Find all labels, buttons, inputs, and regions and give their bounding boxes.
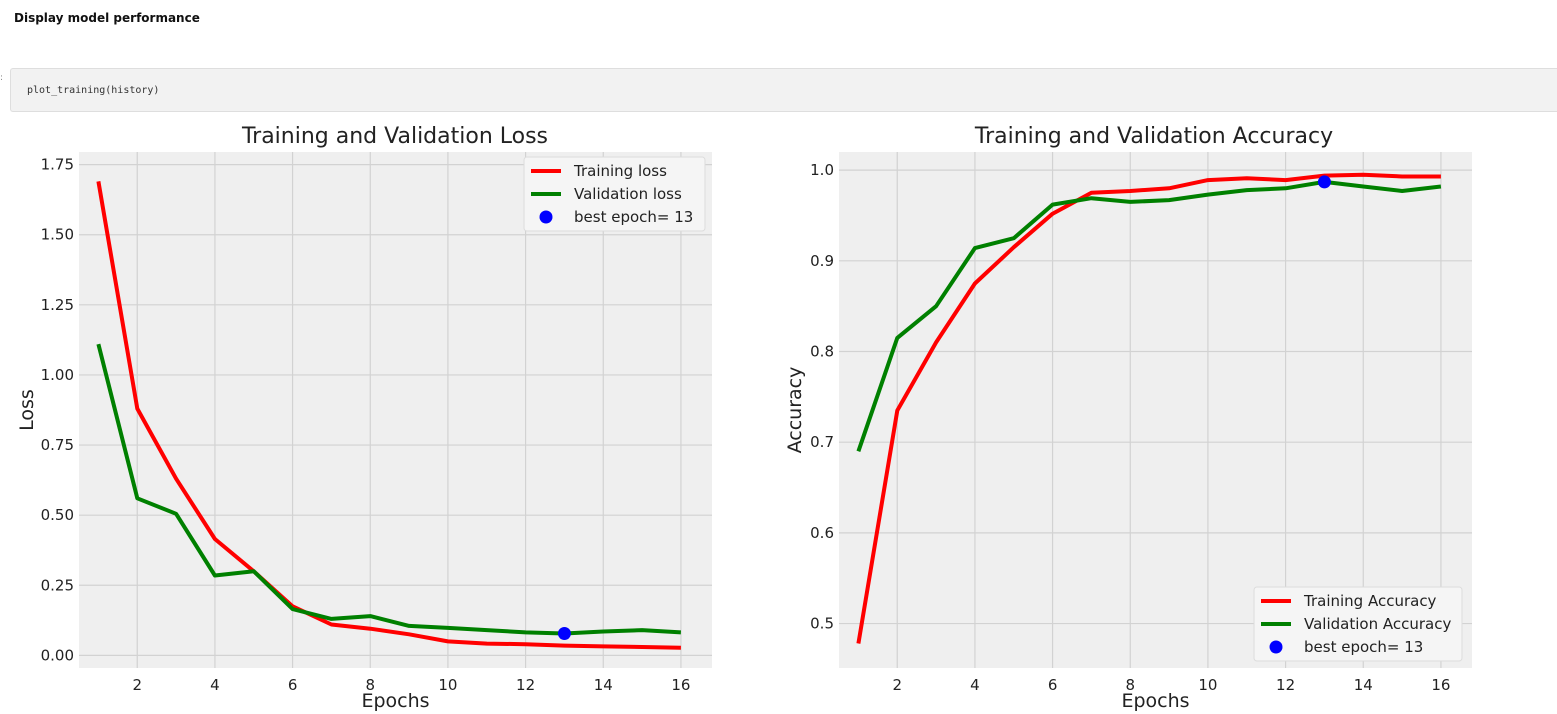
best-epoch-point [557, 627, 571, 641]
series-line-validation [856, 179, 1442, 452]
y-tick-label: 1.00 [41, 366, 74, 384]
y-tick-label: 0.8 [810, 343, 834, 361]
x-tick-label: 14 [594, 676, 613, 694]
y-tick-label: 0.7 [810, 433, 834, 451]
best-epoch-point [1317, 175, 1331, 189]
legend-marker [539, 210, 553, 224]
code-text: plot_training(history) [27, 85, 160, 96]
legend-label: Validation Accuracy [1304, 615, 1451, 633]
y-tick-label: 1.0 [810, 161, 834, 179]
x-tick-label: 12 [1276, 676, 1295, 694]
x-tick-label: 6 [1048, 676, 1058, 694]
legend: Training Accuracy Validation Accuracy best… [1253, 586, 1463, 662]
series-line-training [96, 181, 681, 650]
x-tick-label: 10 [438, 676, 457, 694]
legend-box [1253, 586, 1463, 662]
y-tick-label: 0.9 [810, 252, 834, 270]
legend: Training loss Validation loss best epoch= … [523, 156, 706, 232]
section-title: Display model performance [14, 11, 200, 25]
y-axis-label: Accuracy [784, 367, 806, 454]
y-tick-label: 1.25 [41, 296, 74, 314]
y-tick-label: 1.50 [41, 226, 74, 244]
y-tick-label: 0.75 [41, 436, 74, 454]
chart-0: 2 4 6 8 10 12 14 16 0.00 0.25 0.50 0.75 1.00 1.25 1.50… [16, 124, 712, 712]
x-tick-label: 12 [516, 676, 535, 694]
plot-area [79, 152, 712, 668]
chart-title: Training and Validation Accuracy [974, 124, 1333, 149]
series-line-training [856, 172, 1441, 644]
x-tick-label: 4 [970, 676, 980, 694]
y-tick-label: 1.75 [41, 156, 74, 174]
x-tick-label: 16 [1431, 676, 1450, 694]
plot-area [839, 152, 1472, 668]
y-tick-label: 0.00 [41, 646, 74, 664]
x-tick-label: 2 [132, 676, 142, 694]
x-axis-label: Epochs [1121, 690, 1189, 712]
x-tick-label: 16 [671, 676, 690, 694]
x-axis-label: Epochs [361, 690, 429, 712]
x-tick-label: 14 [1354, 676, 1373, 694]
legend-marker [1269, 640, 1283, 654]
x-tick-label: 4 [210, 676, 220, 694]
x-tick-label: 2 [892, 676, 902, 694]
cell-prompt: : [0, 73, 4, 83]
legend-label: best epoch= 13 [574, 208, 693, 226]
y-tick-label: 0.5 [810, 615, 834, 633]
legend-box [523, 156, 706, 232]
legend-label: Training Accuracy [1303, 592, 1437, 610]
y-tick-label: 0.50 [41, 506, 74, 524]
legend-label: best epoch= 13 [1304, 638, 1423, 656]
code-cell[interactable]: plot_training(history) [10, 68, 1557, 112]
legend-label: Validation loss [574, 185, 682, 203]
chart-1: 2 4 6 8 10 12 14 16 0.5 0.6 0.7 0.8 0.9 1.0 Training a… [784, 124, 1472, 712]
x-tick-label: 6 [288, 676, 298, 694]
series-line-validation [96, 343, 682, 636]
y-axis-label: Loss [16, 389, 38, 431]
x-tick-label: 8 [1125, 676, 1135, 694]
chart-title: Training and Validation Loss [241, 124, 548, 149]
x-tick-label: 8 [365, 676, 375, 694]
y-tick-label: 0.6 [810, 524, 834, 542]
y-tick-label: 0.25 [41, 576, 74, 594]
legend-label: Training loss [573, 162, 667, 180]
x-tick-label: 10 [1198, 676, 1217, 694]
